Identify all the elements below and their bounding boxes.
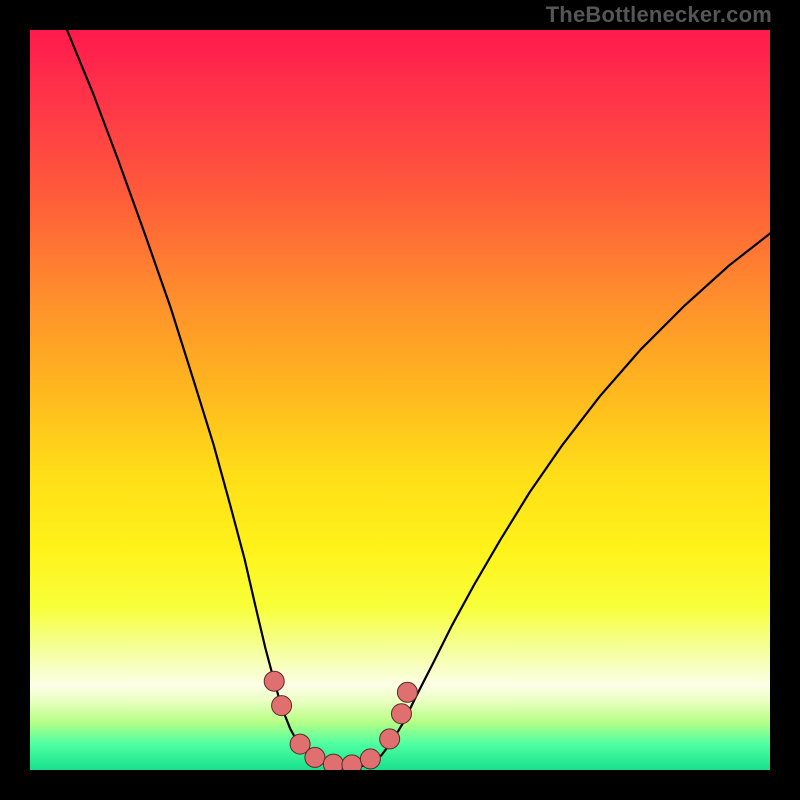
data-marker	[360, 749, 380, 769]
data-marker	[380, 729, 400, 749]
data-marker	[272, 696, 292, 716]
data-marker	[397, 682, 417, 702]
gradient-background	[30, 30, 770, 770]
data-marker	[305, 747, 325, 767]
data-marker	[323, 754, 343, 770]
data-marker	[342, 755, 362, 770]
plot-area	[30, 30, 770, 770]
data-marker	[391, 704, 411, 724]
stage: TheBottlenecker.com	[0, 0, 800, 800]
data-marker	[264, 671, 284, 691]
watermark-text: TheBottlenecker.com	[546, 2, 772, 28]
curve-layer	[30, 30, 770, 770]
